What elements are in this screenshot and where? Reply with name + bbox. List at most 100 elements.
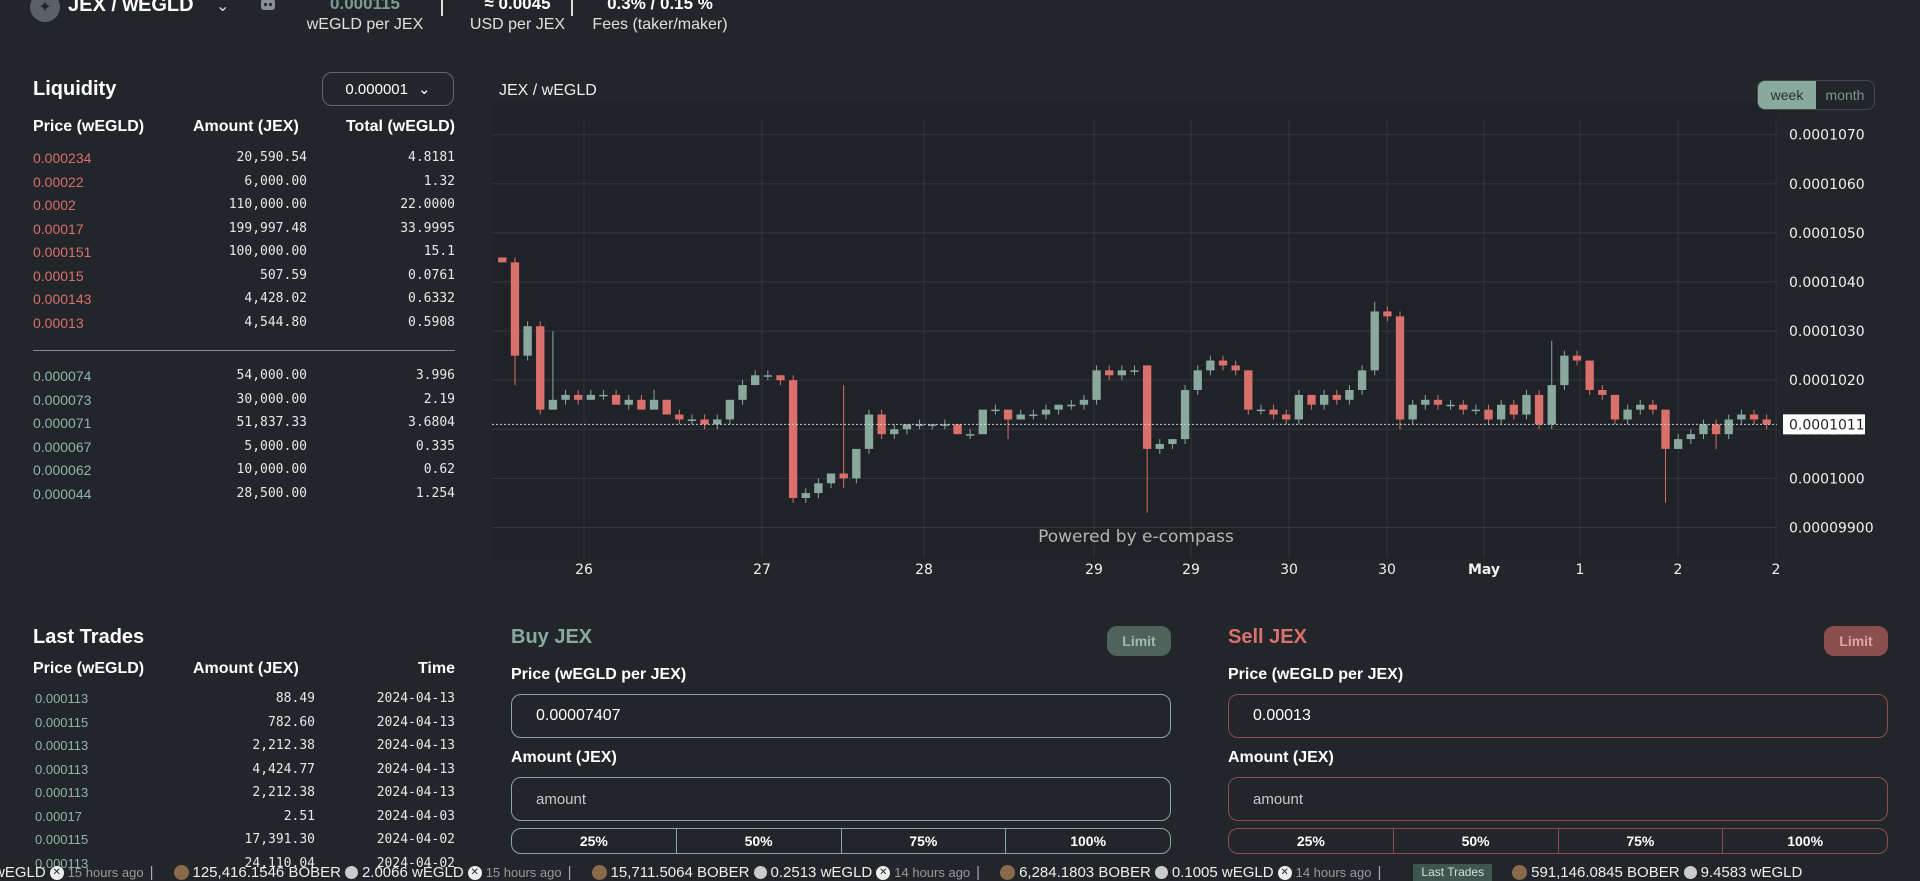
chevron-down-icon[interactable]: ⌄ bbox=[216, 0, 230, 15]
trade-row[interactable]: 0.000113 2,212.38 2024-04-13 bbox=[33, 736, 455, 756]
ticker-amount: 6,284.1803 bbox=[1019, 864, 1095, 881]
order-book-row[interactable]: 0.00015 507.59 0.0761 bbox=[33, 266, 455, 286]
ticker-time: 15 hours ago bbox=[485, 865, 562, 880]
buy-pct-50-button[interactable]: 50% bbox=[675, 829, 841, 853]
robot-icon[interactable] bbox=[258, 0, 278, 12]
order-book-row[interactable]: 0.000074 54,000.00 3.996 bbox=[33, 366, 455, 386]
egld-token-icon bbox=[344, 866, 358, 879]
trade-row[interactable]: 0.000115 782.60 2024-04-13 bbox=[33, 713, 455, 733]
chart-watermark: Powered by e-compass bbox=[1038, 527, 1234, 547]
range-month-button[interactable]: month bbox=[1825, 87, 1865, 103]
buy-pct-75-button[interactable]: 75% bbox=[840, 829, 1006, 853]
trade-row[interactable]: 0.00017 2.51 2024-04-03 bbox=[33, 807, 455, 827]
ticker-token: BOBER bbox=[1098, 864, 1151, 881]
row-amount: 10,000.00 bbox=[236, 462, 307, 477]
order-book-row[interactable]: 0.000071 51,837.33 3.6804 bbox=[33, 413, 455, 433]
egld-token-icon bbox=[1154, 866, 1168, 879]
candle-body bbox=[1155, 444, 1164, 449]
x-tick-label: 26 bbox=[575, 562, 593, 578]
divider bbox=[441, 0, 443, 16]
last-trades-tag[interactable]: Last Trades bbox=[1413, 864, 1493, 881]
ticker-amount: 0.2513 bbox=[770, 864, 817, 881]
sell-pct-50-button[interactable]: 50% bbox=[1392, 829, 1558, 853]
candle-body bbox=[1054, 404, 1063, 410]
ticker-token: wEGLD bbox=[1750, 864, 1803, 881]
row-amount: 507.59 bbox=[260, 267, 307, 283]
buy-pct-100-button[interactable]: 100% bbox=[1005, 829, 1170, 853]
ticker-token: BOBER bbox=[1627, 864, 1680, 881]
candle-body bbox=[738, 385, 747, 400]
trade-row[interactable]: 0.000113 88.49 2024-04-13 bbox=[33, 689, 455, 709]
trade-row[interactable]: 0.000115 17,391.30 2024-04-02 bbox=[33, 830, 455, 850]
current-price-label: 0.0001011 bbox=[1789, 417, 1865, 433]
order-book-row[interactable]: 0.000073 30,000.00 2.19 bbox=[33, 390, 455, 410]
row-amount: 17,391.30 bbox=[244, 832, 315, 847]
candle-body bbox=[1598, 390, 1607, 395]
buy-amount-input[interactable]: amount bbox=[511, 777, 1171, 821]
divider: | bbox=[149, 864, 154, 881]
order-book-row[interactable]: 0.000143 4,428.02 0.6332 bbox=[33, 289, 455, 309]
x-tick-label: 1 bbox=[1576, 562, 1585, 578]
candle-body bbox=[1003, 409, 1013, 420]
order-book-row[interactable]: 0.00017 199,997.48 33.9995 bbox=[33, 219, 455, 239]
row-price: 0.000113 bbox=[35, 785, 89, 800]
order-book-row[interactable]: 0.00022 6,000.00 1.32 bbox=[33, 172, 455, 192]
price-chart[interactable]: 0.0001070 0.0001060 0.0001050 0.0001040 0.00… bbox=[492, 72, 1892, 584]
trade-row[interactable]: 0.000113 24,110.04 2024-04-02 bbox=[33, 854, 455, 874]
sell-pct-75-button[interactable]: 75% bbox=[1557, 829, 1723, 853]
egld-token-icon bbox=[1683, 866, 1697, 879]
candle-body bbox=[978, 409, 987, 435]
row-price: 0.000143 bbox=[33, 291, 92, 307]
candle-body bbox=[548, 399, 558, 410]
buy-limit-badge[interactable]: Limit bbox=[1107, 626, 1171, 656]
candle-body bbox=[1092, 370, 1101, 400]
row-amount: 2,212.38 bbox=[252, 738, 315, 753]
candle-body bbox=[1016, 414, 1025, 420]
candle-body bbox=[1636, 404, 1645, 410]
last-trades-header: Price (wEGLD) Amount (JEX) Time bbox=[33, 660, 455, 680]
ticker-token: BOBER bbox=[288, 864, 341, 881]
order-book-row[interactable]: 0.00013 4,544.80 0.5908 bbox=[33, 313, 455, 333]
trade-row[interactable]: 0.000113 2,212.38 2024-04-13 bbox=[33, 783, 455, 803]
candle-body bbox=[586, 394, 595, 400]
range-toggle[interactable]: week month bbox=[1757, 80, 1875, 110]
row-price: 0.000113 bbox=[35, 691, 89, 706]
trade-row[interactable]: 0.000113 4,424.77 2024-04-13 bbox=[33, 760, 455, 780]
decimals-select[interactable]: 0.000001 ⌄ bbox=[322, 72, 454, 106]
order-book-row[interactable]: 0.0002 110,000.00 22.0000 bbox=[33, 195, 455, 215]
sell-amount-input[interactable]: amount bbox=[1228, 777, 1888, 821]
candle-body bbox=[1737, 414, 1746, 420]
buy-pct-25-button[interactable]: 25% bbox=[579, 833, 608, 849]
row-total: 0.0761 bbox=[408, 267, 455, 283]
candle-body bbox=[1130, 370, 1139, 372]
x-token-icon: ✕ bbox=[467, 865, 482, 880]
candle-body bbox=[713, 419, 722, 425]
sell-pct-25-button[interactable]: 25% bbox=[1296, 833, 1325, 849]
row-amount: 54,000.00 bbox=[236, 368, 307, 383]
row-amount: 199,997.48 bbox=[228, 220, 307, 236]
pair-title[interactable]: JEX / wEGLD bbox=[68, 0, 194, 16]
order-book-row[interactable]: 0.000234 20,590.54 4.8181 bbox=[33, 148, 455, 168]
order-book-row[interactable]: 0.000067 5,000.00 0.335 bbox=[33, 437, 455, 457]
row-amount: 2,212.38 bbox=[252, 785, 315, 800]
order-book-row[interactable]: 0.000062 10,000.00 0.62 bbox=[33, 460, 455, 480]
row-price: 0.000074 bbox=[33, 368, 92, 384]
buy-price-input[interactable]: 0.00007407 bbox=[511, 694, 1171, 738]
row-price: 0.00022 bbox=[33, 173, 84, 190]
sell-price-input[interactable]: 0.00013 bbox=[1228, 694, 1888, 738]
sell-limit-badge[interactable]: Limit bbox=[1824, 626, 1888, 656]
ticker-track: wEGLD ✕ 15 hours ago | 125,416.1546 BOBE… bbox=[0, 864, 1812, 881]
pair-token-logo: ✦ bbox=[30, 0, 60, 22]
order-book-row[interactable]: 0.000044 28,500.00 1.254 bbox=[33, 484, 455, 504]
candle-body bbox=[1370, 311, 1379, 371]
candle-body bbox=[1433, 399, 1443, 405]
order-book-row[interactable]: 0.000151 100,000.00 15.1 bbox=[33, 242, 455, 262]
row-time: 2024-04-02 bbox=[376, 855, 455, 871]
candlestick-chart[interactable]: 0.0001070 0.0001060 0.0001050 0.0001040 0.00… bbox=[492, 72, 1892, 584]
trades-ticker: wEGLD ✕ 15 hours ago | 125,416.1546 BOBE… bbox=[0, 864, 1920, 881]
sell-pct-100-button[interactable]: 100% bbox=[1722, 829, 1887, 853]
candle-body bbox=[953, 424, 962, 435]
candle-body bbox=[1572, 355, 1582, 361]
range-week-button[interactable]: week bbox=[1758, 81, 1816, 109]
chart-title: JEX / wEGLD bbox=[499, 82, 597, 99]
